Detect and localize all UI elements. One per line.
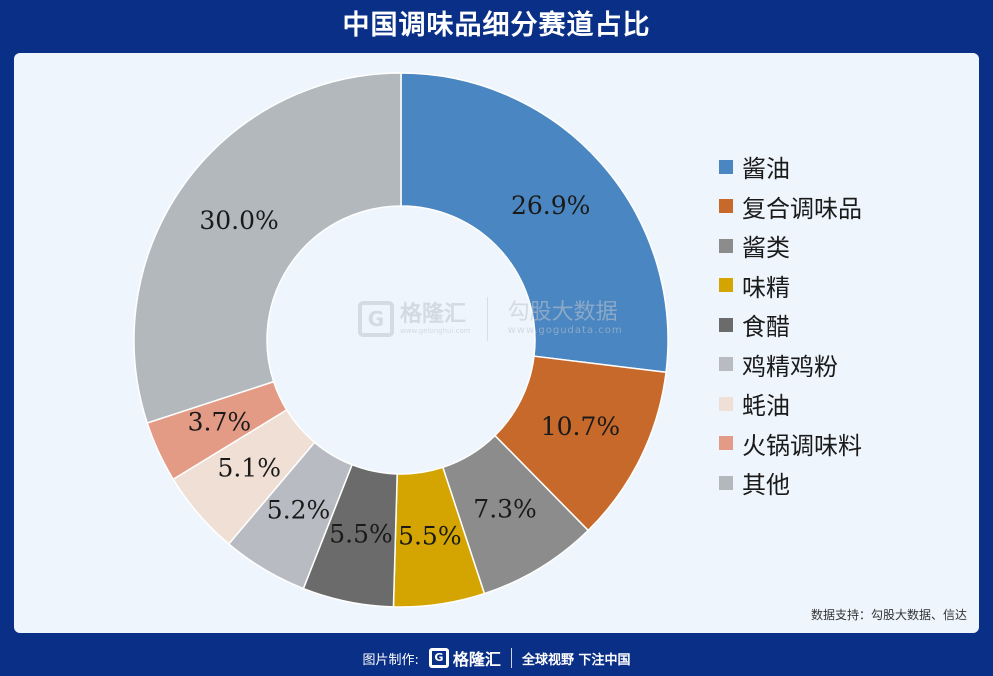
legend-swatch [719, 396, 733, 411]
legend-label: 火锅调味料 [742, 431, 862, 460]
legend-item-4: 食醋 [719, 305, 862, 345]
legend-item-5: 鸡精鸡粉 [719, 345, 862, 385]
legend-label: 蚝油 [742, 392, 790, 421]
legend-swatch [719, 357, 733, 372]
legend-item-8: 其他 [719, 463, 862, 503]
legend-item-2: 酱类 [719, 226, 862, 266]
legend-swatch [719, 475, 733, 490]
legend-item-0: 酱油 [719, 147, 862, 187]
gelonghui-logo-icon: G [358, 301, 394, 337]
slice-label-4: 5.5% [329, 519, 393, 548]
gelonghui-logo-icon: G [428, 648, 449, 668]
footer-brand: 格隆汇 [452, 650, 501, 669]
donut-chart: 26.9%10.7%7.3%5.5%5.5%5.2%5.1%3.7%30.0% [133, 72, 669, 608]
legend-item-3: 味精 [719, 266, 862, 306]
slice-label-2: 7.3% [473, 494, 537, 523]
watermark-brand-url: www.gelonghui.com [400, 326, 471, 335]
slice-0 [400, 72, 669, 374]
slice-labels-group: 26.9%10.7%7.3%5.5%5.5%5.2%5.1%3.7%30.0% [188, 191, 620, 551]
data-source: 数据支持：勾股大数据、信达 [810, 608, 967, 622]
legend-label: 鸡精鸡粉 [742, 352, 838, 381]
legend-item-7: 火锅调味料 [719, 424, 862, 464]
legend-swatch [719, 436, 733, 451]
legend-swatch [719, 278, 733, 293]
slice-label-1: 10.7% [541, 412, 620, 441]
legend-label: 酱类 [742, 234, 790, 263]
slice-label-3: 5.5% [398, 521, 462, 550]
legend-swatch [719, 317, 733, 332]
legend-item-1: 复合调味品 [719, 187, 862, 227]
footer: 图片制作: G 格隆汇 全球视野 下注中国 [0, 640, 993, 676]
footer-slogan: 全球视野 下注中国 [521, 652, 631, 668]
footer-logo: G 格隆汇 [428, 646, 501, 670]
chart-panel: 26.9% 10.7% 7.3% 5.5% 5.5% 5.2% 5.1% 3.7% 30.0% … [14, 53, 979, 633]
slice-label-8: 30.0% [199, 206, 278, 235]
slice-label-5: 5.2% [267, 495, 331, 524]
legend: 酱油复合调味品酱类味精食醋鸡精鸡粉蚝油火锅调味料其他 [719, 147, 862, 503]
watermark-partner: 勾股大数据 [507, 300, 618, 325]
watermark: G 格隆汇 www.gelonghui.com 勾股大数据 www.goguda… [358, 297, 623, 341]
slice-label-0: 26.9% [511, 191, 590, 220]
slices-group [133, 72, 669, 608]
legend-swatch [719, 238, 733, 253]
footer-divider [510, 648, 512, 668]
legend-label: 酱油 [742, 155, 790, 184]
legend-label: 食醋 [742, 313, 790, 342]
legend-label: 味精 [742, 273, 790, 302]
legend-label: 复合调味品 [742, 194, 862, 223]
watermark-partner-url: www.gogudata.com [507, 325, 623, 336]
watermark-brand: 格隆汇 [400, 301, 467, 327]
slice-8 [133, 72, 402, 424]
slice-label-7: 3.7% [188, 407, 252, 436]
watermark-divider [486, 297, 488, 341]
chart-title: 中国调味品细分赛道占比 [342, 10, 651, 41]
legend-item-6: 蚝油 [719, 384, 862, 424]
legend-label: 其他 [742, 471, 790, 500]
legend-swatch [719, 199, 733, 214]
slice-label-6: 5.1% [217, 454, 281, 483]
legend-swatch [719, 159, 733, 174]
footer-prefix: 图片制作: [362, 652, 419, 668]
